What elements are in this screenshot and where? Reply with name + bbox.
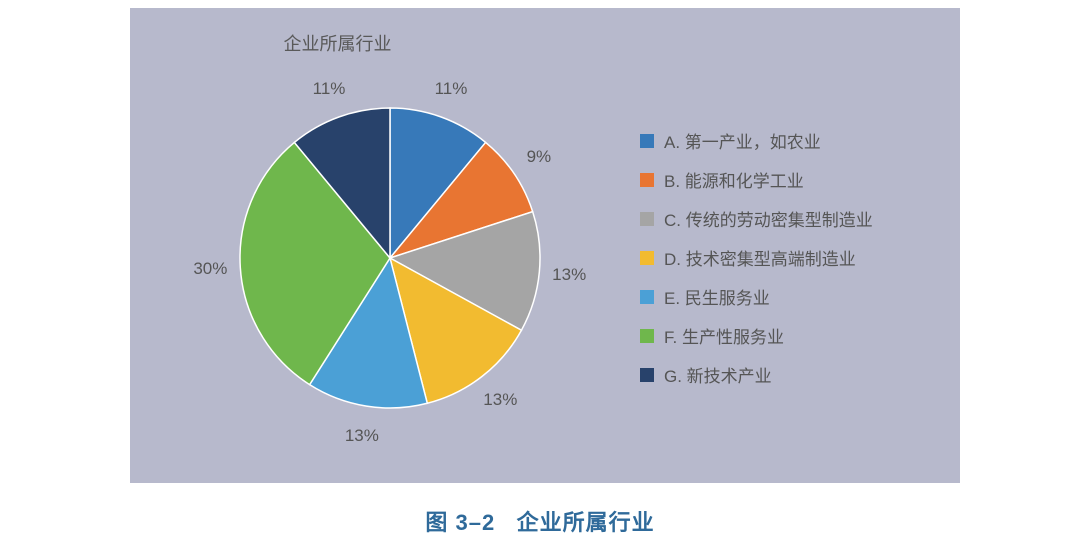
legend-swatch-icon	[640, 173, 654, 187]
legend-item: D. 技术密集型高端制造业	[640, 245, 873, 270]
figure-caption: 图 3–2 企业所属行业	[0, 505, 1080, 537]
pie-slice-label: 9%	[527, 147, 552, 167]
pie-chart: 11%9%13%13%13%30%11%	[200, 68, 580, 448]
legend-label: A. 第一产业，如农业	[664, 128, 821, 153]
pie-slice-label: 11%	[435, 79, 468, 99]
legend-label: G. 新技术产业	[664, 362, 772, 387]
legend-label: E. 民生服务业	[664, 284, 770, 309]
pie-slice-label: 13%	[345, 426, 379, 446]
pie-svg	[200, 68, 580, 448]
caption-prefix: 图 3–2	[425, 510, 495, 535]
legend-swatch-icon	[640, 134, 654, 148]
pie-slice-label: 30%	[193, 259, 227, 279]
page-root: 企业所属行业 11% 9% 13% 13% 13% 30% 11% A. 第一产业，如农业 B…	[0, 0, 1080, 551]
legend: A. 第一产业，如农业 B. 能源和化学工业 C. 传统的劳动密集型制造业 D. 技术…	[640, 128, 873, 387]
legend-swatch-icon	[640, 251, 654, 265]
legend-swatch-icon	[640, 329, 654, 343]
pie-slice-label: 13%	[552, 265, 586, 285]
chart-title: 企业所属行业	[130, 30, 545, 56]
pie-slice-label: 13%	[483, 390, 517, 410]
legend-swatch-icon	[640, 368, 654, 382]
legend-swatch-icon	[640, 212, 654, 226]
legend-item: C. 传统的劳动密集型制造业	[640, 206, 873, 231]
legend-label: C. 传统的劳动密集型制造业	[664, 206, 873, 231]
legend-item: G. 新技术产业	[640, 362, 873, 387]
legend-swatch-icon	[640, 290, 654, 304]
caption-text: 企业所属行业	[517, 510, 655, 535]
pie-slice-label: 11%	[313, 79, 346, 99]
chart-panel: 企业所属行业 11% 9% 13% 13% 13% 30% 11% A. 第一产业，如农业 B…	[130, 8, 960, 483]
legend-label: F. 生产性服务业	[664, 323, 784, 348]
legend-item: A. 第一产业，如农业	[640, 128, 873, 153]
legend-item: F. 生产性服务业	[640, 323, 873, 348]
legend-item: E. 民生服务业	[640, 284, 873, 309]
legend-label: B. 能源和化学工业	[664, 167, 804, 192]
legend-item: B. 能源和化学工业	[640, 167, 873, 192]
legend-label: D. 技术密集型高端制造业	[664, 245, 856, 270]
